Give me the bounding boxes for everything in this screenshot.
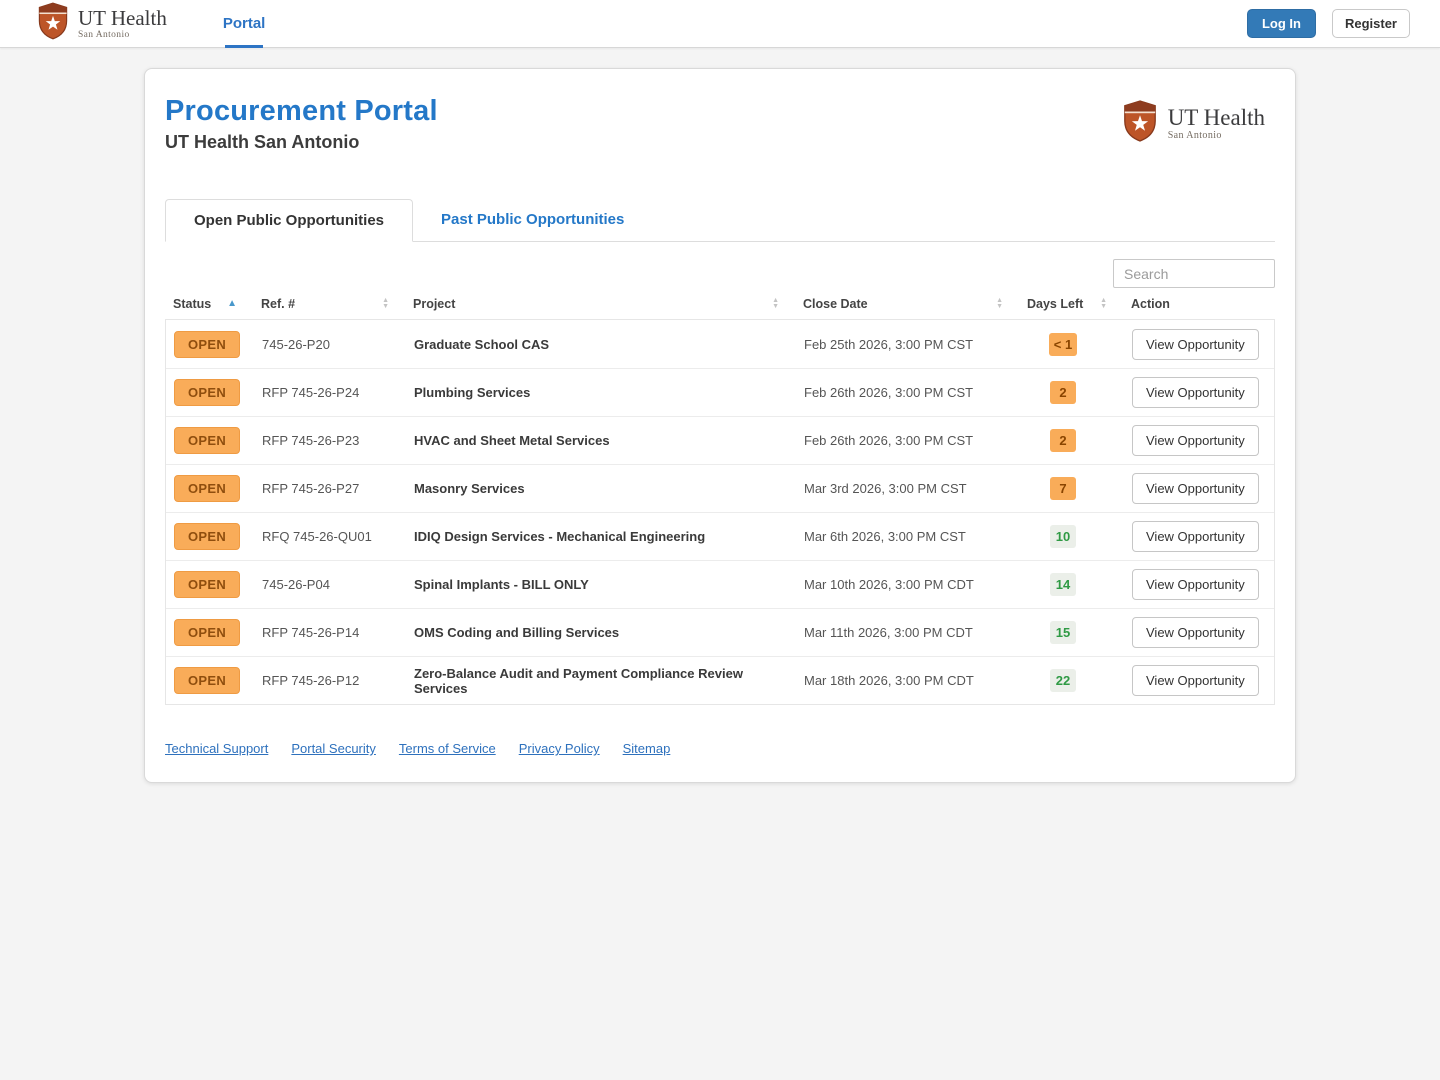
table-row: OPEN RFP 745-26-P12 Zero-Balance Audit a… <box>166 656 1274 704</box>
page-title: Procurement Portal <box>165 95 438 127</box>
top-navigation-bar: UT Health San Antonio Portal Log In Regi… <box>0 0 1440 48</box>
view-opportunity-button[interactable]: View Opportunity <box>1132 377 1259 408</box>
log-in-button[interactable]: Log In <box>1246 9 1316 38</box>
close-date: Feb 25th 2026, 3:00 PM CST <box>804 336 974 352</box>
status-badge: OPEN <box>174 667 241 694</box>
page-subtitle: UT Health San Antonio <box>165 132 360 152</box>
tab-past-public-opportunities[interactable]: Past Public Opportunities <box>441 211 625 228</box>
ref-number: RFP 745-26-P12 <box>262 673 360 688</box>
ut-health-logo: UT Health San Antonio <box>1121 99 1265 148</box>
ref-number: RFP 745-26-P27 <box>262 481 360 496</box>
status-badge: OPEN <box>174 475 241 502</box>
table-row: OPEN 745-26-P20 Graduate School CAS Feb … <box>166 320 1274 368</box>
footer-links: Technical Support Portal Security Terms … <box>165 741 1275 756</box>
close-date: Mar 6th 2026, 3:00 PM CST <box>804 529 966 544</box>
status-badge: OPEN <box>174 379 241 406</box>
column-header-status[interactable]: Status ▲ <box>173 297 237 311</box>
nav-link-portal[interactable]: Portal <box>223 0 265 48</box>
project-name: Plumbing Services <box>414 385 531 400</box>
sort-icon: ▲ ▼ <box>772 297 779 310</box>
project-name: Graduate School CAS <box>414 336 550 352</box>
column-header-project[interactable]: Project ▲ ▼ <box>413 297 779 311</box>
status-badge: OPEN <box>174 427 241 454</box>
project-name: OMS Coding and Billing Services <box>414 625 620 640</box>
link-terms-of-service[interactable]: Terms of Service <box>398 741 496 756</box>
sort-icon: ▲ ▼ <box>1100 297 1107 310</box>
link-technical-support[interactable]: Technical Support <box>165 741 269 756</box>
view-opportunity-button[interactable]: View Opportunity <box>1132 665 1259 696</box>
project-name: Spinal Implants - BILL ONLY <box>414 577 589 592</box>
table-row: OPEN RFP 745-26-P27 Masonry Services Mar… <box>166 464 1274 512</box>
ref-number: 745-26-P04 <box>262 577 330 592</box>
ref-number: 745-26-P20 <box>262 336 330 352</box>
column-header-close-date[interactable]: Close Date ▲ ▼ <box>803 297 1003 311</box>
active-nav-underline <box>225 44 264 48</box>
table-row: OPEN RFP 745-26-P23 HVAC and Sheet Metal… <box>166 416 1274 464</box>
close-date: Mar 3rd 2026, 3:00 PM CST <box>804 481 967 496</box>
brand-name: UT Health <box>78 5 167 30</box>
table-row: OPEN 745-26-P04 Spinal Implants - BILL O… <box>166 560 1274 608</box>
status-badge: OPEN <box>174 523 241 550</box>
sort-icon: ▲ ▼ <box>996 297 1003 310</box>
close-date: Mar 10th 2026, 3:00 PM CDT <box>804 577 974 592</box>
brand-subname: San Antonio <box>1167 130 1222 141</box>
days-left-badge: 10 <box>1050 525 1076 548</box>
table-row: OPEN RFQ 745-26-QU01 IDIQ Design Service… <box>166 512 1274 560</box>
status-badge: OPEN <box>174 619 241 646</box>
days-left-badge: 7 <box>1050 477 1076 500</box>
status-badge: OPEN <box>174 330 241 358</box>
ref-number: RFQ 745-26-QU01 <box>262 529 372 544</box>
brand-subname: San Antonio <box>78 29 130 40</box>
view-opportunity-button[interactable]: View Opportunity <box>1132 425 1259 456</box>
column-header-action: Action <box>1131 297 1170 311</box>
close-date: Feb 26th 2026, 3:00 PM CST <box>804 433 974 448</box>
link-privacy-policy[interactable]: Privacy Policy <box>518 741 600 756</box>
opportunities-table: OPEN 745-26-P20 Graduate School CAS Feb … <box>165 319 1275 705</box>
ref-number: RFP 745-26-P23 <box>262 433 360 448</box>
ref-number: RFP 745-26-P24 <box>262 385 360 400</box>
link-sitemap[interactable]: Sitemap <box>622 741 671 756</box>
ref-number: RFP 745-26-P14 <box>262 625 360 640</box>
search-input[interactable] <box>1113 259 1275 288</box>
close-date: Feb 26th 2026, 3:00 PM CST <box>804 385 974 400</box>
days-left-badge: < 1 <box>1048 332 1078 356</box>
shield-star-icon <box>1121 99 1159 148</box>
sort-icon: ▲ ▼ <box>382 297 389 310</box>
view-opportunity-button[interactable]: View Opportunity <box>1132 617 1259 648</box>
table-row: OPEN RFP 745-26-P14 OMS Coding and Billi… <box>166 608 1274 656</box>
view-opportunity-button[interactable]: View Opportunity <box>1132 521 1259 552</box>
project-name: Zero-Balance Audit and Payment Complianc… <box>414 665 743 696</box>
days-left-badge: 15 <box>1050 621 1076 644</box>
days-left-badge: 2 <box>1050 381 1076 404</box>
view-opportunity-button[interactable]: View Opportunity <box>1132 569 1259 600</box>
status-badge: OPEN <box>174 571 241 598</box>
register-button[interactable]: Register <box>1331 9 1410 38</box>
days-left-badge: 14 <box>1050 573 1076 596</box>
days-left-badge: 2 <box>1050 429 1076 452</box>
ut-health-logo: UT Health San Antonio <box>36 1 167 46</box>
close-date: Mar 11th 2026, 3:00 PM CDT <box>804 625 973 640</box>
close-date: Mar 18th 2026, 3:00 PM CDT <box>804 673 974 688</box>
sort-ascending-icon: ▲ <box>227 298 237 309</box>
column-header-days-left[interactable]: Days Left ▲ ▼ <box>1027 297 1107 311</box>
tab-open-public-opportunities[interactable]: Open Public Opportunities <box>165 199 414 242</box>
project-name: Masonry Services <box>414 481 525 496</box>
table-row: OPEN RFP 745-26-P24 Plumbing Services Fe… <box>166 368 1274 416</box>
view-opportunity-button[interactable]: View Opportunity <box>1132 473 1259 504</box>
opportunity-tabs: Open Public Opportunities Past Public Op… <box>165 199 1275 242</box>
shield-star-icon <box>36 1 70 46</box>
procurement-portal-card: Procurement Portal UT Health San Antonio… <box>144 68 1296 783</box>
link-portal-security[interactable]: Portal Security <box>291 741 376 756</box>
brand-name: UT Health <box>1167 105 1265 130</box>
view-opportunity-button[interactable]: View Opportunity <box>1132 328 1259 360</box>
project-name: HVAC and Sheet Metal Services <box>414 433 610 448</box>
project-name: IDIQ Design Services - Mechanical Engine… <box>414 529 706 544</box>
days-left-badge: 22 <box>1050 669 1076 692</box>
table-header-row: Status ▲ Ref. # ▲ ▼ Project ▲ ▼ Close Date… <box>165 288 1275 319</box>
column-header-ref[interactable]: Ref. # ▲ ▼ <box>261 297 389 311</box>
